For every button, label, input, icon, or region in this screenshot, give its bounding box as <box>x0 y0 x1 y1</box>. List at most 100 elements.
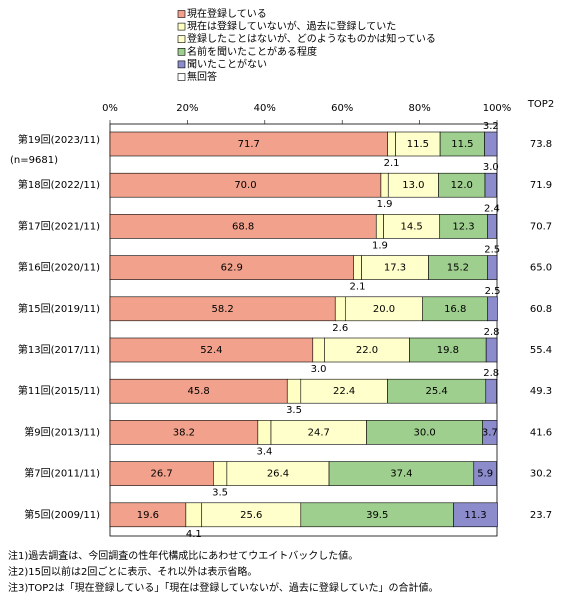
top2-value: 23.7 <box>530 510 552 521</box>
data-label: 3.5 <box>212 488 228 499</box>
bar-segment <box>473 461 497 486</box>
legend-swatch <box>177 60 186 69</box>
top2-value: 70.7 <box>530 221 552 232</box>
top2-value: 41.6 <box>530 427 552 438</box>
data-label: 22.0 <box>356 345 378 356</box>
data-label: 13.0 <box>402 180 424 191</box>
data-label: 2.1 <box>384 158 400 169</box>
sample-note: (n=9681) <box>10 155 58 166</box>
x-tick-label: 0% <box>102 103 118 114</box>
top2-value: 30.2 <box>530 469 552 480</box>
top2-value: 73.8 <box>530 139 552 150</box>
note: 注1)過去調査は、今回調査の性年代構成比にあわせてウエイトバックした値。 <box>8 549 358 562</box>
category-label: 第7回(2011/11) <box>24 467 100 480</box>
bar-segment <box>484 131 498 157</box>
data-label: 19.6 <box>137 510 159 521</box>
category-label: 第16回(2020/11) <box>18 261 100 274</box>
data-label: 26.7 <box>151 469 173 480</box>
category-label: 第11回(2015/11) <box>18 384 100 397</box>
legend-swatch <box>177 22 186 31</box>
data-label: 58.2 <box>211 304 233 315</box>
bar-segment <box>380 172 389 198</box>
bar-segment <box>353 255 362 280</box>
category-label: 第13回(2017/11) <box>18 343 100 356</box>
data-label: 24.7 <box>308 427 330 438</box>
bar-segment <box>109 337 314 363</box>
top2-value: 60.8 <box>530 304 552 315</box>
bar-segment <box>439 214 488 239</box>
bar-segment <box>387 172 439 198</box>
bar-segment <box>484 172 497 198</box>
bar-segment <box>387 131 396 157</box>
data-label: 70.0 <box>234 180 256 191</box>
bar-segment <box>324 337 410 363</box>
bar-segment <box>334 296 346 322</box>
data-label: 2.6 <box>332 323 348 334</box>
data-label: 1.9 <box>377 199 393 210</box>
data-label: 14.5 <box>401 221 423 232</box>
legend-label: 名前を聞いたことがある程度 <box>187 45 317 58</box>
bar-segment <box>487 296 498 322</box>
data-label: 38.2 <box>173 427 195 438</box>
bar-segment <box>109 378 288 404</box>
data-label: 3.2 <box>483 121 499 132</box>
plot-frame <box>109 123 498 537</box>
bar-segment <box>109 420 259 445</box>
data-label: 25.4 <box>425 386 447 397</box>
data-label: 3.4 <box>256 446 272 457</box>
data-label: 2.1 <box>350 282 366 293</box>
legend-label: 現在登録している <box>187 7 267 20</box>
top2-value: 49.3 <box>530 386 552 397</box>
bar-segment <box>226 461 330 486</box>
legend-label: 無回答 <box>187 70 217 83</box>
data-label: 20.0 <box>373 304 395 315</box>
top2-value: 65.0 <box>530 263 552 274</box>
bar-segment <box>422 296 489 322</box>
bar-segment <box>286 378 302 404</box>
bar-segment <box>366 420 483 445</box>
data-label: 68.8 <box>232 221 254 232</box>
x-tick-label: 60% <box>331 103 353 114</box>
bar-segment <box>428 255 488 280</box>
bar-segment <box>487 255 498 280</box>
legend-label: 登録したことはないが、どのようなものかは知っている <box>187 32 436 45</box>
bar-segment <box>487 214 497 239</box>
data-label: 11.5 <box>407 139 429 150</box>
bar-segment <box>485 337 498 363</box>
bar-segment <box>383 214 441 239</box>
data-label: 3.0 <box>311 364 327 375</box>
legend-label: 聞いたことがない <box>187 57 267 70</box>
data-label: 2.8 <box>483 368 499 379</box>
data-label: 5.9 <box>477 469 493 480</box>
bar-segment <box>201 502 302 528</box>
bar-segment <box>109 296 336 322</box>
bar-segment <box>300 378 388 404</box>
data-label: 39.5 <box>366 510 388 521</box>
data-label: 62.9 <box>221 263 243 274</box>
category-label: 第15回(2019/11) <box>18 302 100 315</box>
data-label: 3.0 <box>483 162 499 173</box>
bar-segment <box>485 378 497 404</box>
data-label: 26.4 <box>267 469 289 480</box>
category-label: 第18回(2022/11) <box>18 178 100 191</box>
bar-segment <box>387 378 487 404</box>
bar-segment <box>300 502 454 528</box>
x-tick-label: 80% <box>408 103 430 114</box>
bar-segment <box>453 502 498 528</box>
data-label: 15.2 <box>447 263 469 274</box>
data-label: 11.5 <box>451 139 473 150</box>
x-tick-label: 100% <box>483 103 512 114</box>
legend-swatch <box>177 35 186 44</box>
data-label: 3.7 <box>482 427 498 438</box>
bar-segment <box>257 420 272 445</box>
bar-segment <box>375 214 384 239</box>
bar-segment <box>482 420 498 445</box>
data-label: 4.1 <box>186 529 202 540</box>
bar-segment <box>395 131 441 157</box>
bar-segment <box>344 296 423 322</box>
data-label: 12.3 <box>452 221 474 232</box>
data-label: 19.8 <box>437 345 459 356</box>
top2-value: 55.4 <box>530 345 552 356</box>
data-label: 2.5 <box>485 286 501 297</box>
